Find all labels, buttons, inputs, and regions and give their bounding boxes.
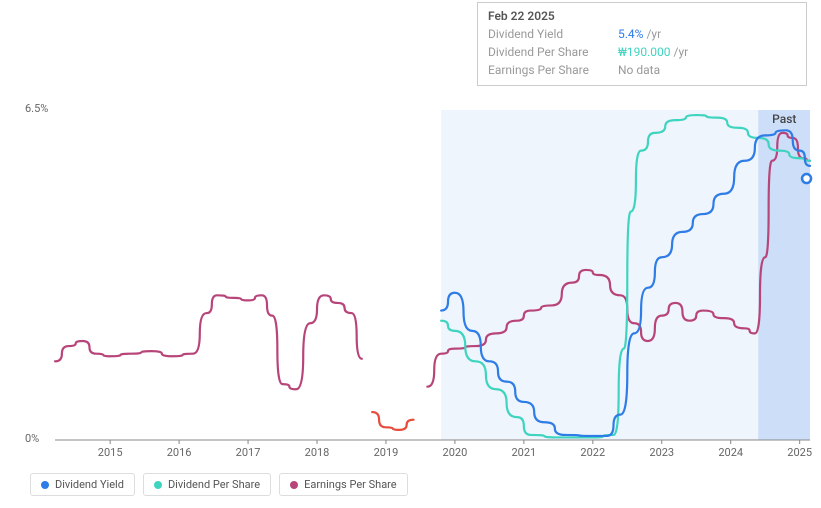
tooltip-value: ₩190.000 <box>618 43 671 61</box>
y-axis-label: 0% <box>25 432 39 445</box>
tooltip-label: Dividend Yield <box>488 25 618 43</box>
tooltip-row-eps: Earnings Per Share No data <box>488 61 796 79</box>
tooltip-value: 5.4% <box>618 25 643 43</box>
tooltip-label: Earnings Per Share <box>488 61 618 79</box>
x-axis-label: 2023 <box>649 446 674 459</box>
tooltip-suffix: /yr <box>646 25 661 43</box>
x-axis-label: 2019 <box>374 446 399 459</box>
tooltip-row-dps: Dividend Per Share ₩190.000 /yr <box>488 43 796 61</box>
x-axis-label: 2016 <box>167 446 192 459</box>
tooltip-date: Feb 22 2025 <box>488 9 796 23</box>
tooltip-value: No data <box>618 61 660 79</box>
legend-dot-icon <box>154 481 162 489</box>
legend-dot-icon <box>290 481 298 489</box>
legend-item-eps[interactable]: Earnings Per Share <box>279 473 408 496</box>
y-axis-label: 6.5% <box>25 102 48 115</box>
x-axis-label: 2018 <box>305 446 330 459</box>
tooltip-label: Dividend Per Share <box>488 43 618 61</box>
x-axis-label: 2025 <box>787 446 812 459</box>
legend-dot-icon <box>41 481 49 489</box>
past-marker-label: Past <box>772 112 796 126</box>
x-axis-label: 2017 <box>236 446 261 459</box>
legend-label: Earnings Per Share <box>304 478 397 491</box>
chart-legend: Dividend Yield Dividend Per Share Earnin… <box>30 473 408 496</box>
x-axis-label: 2020 <box>443 446 468 459</box>
tooltip-row-yield: Dividend Yield 5.4% /yr <box>488 25 796 43</box>
legend-label: Dividend Yield <box>55 478 124 491</box>
tooltip-suffix: /yr <box>674 43 689 61</box>
x-axis-label: 2024 <box>718 446 743 459</box>
legend-label: Dividend Per Share <box>168 478 260 491</box>
data-tooltip: Feb 22 2025 Dividend Yield 5.4% /yr Divi… <box>477 2 807 86</box>
dividend-chart: Feb 22 2025 Dividend Yield 5.4% /yr Divi… <box>0 0 821 508</box>
x-axis-label: 2021 <box>511 446 536 459</box>
x-axis-label: 2015 <box>98 446 123 459</box>
x-axis-label: 2022 <box>580 446 605 459</box>
legend-item-dps[interactable]: Dividend Per Share <box>143 473 271 496</box>
legend-item-yield[interactable]: Dividend Yield <box>30 473 135 496</box>
